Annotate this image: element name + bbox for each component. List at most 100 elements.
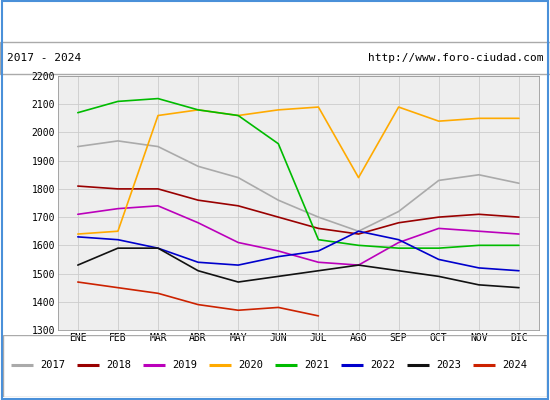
- 2018: [516, 215, 522, 220]
- Text: 2020: 2020: [238, 360, 263, 370]
- 2018: [235, 204, 241, 208]
- 2018: [315, 226, 322, 231]
- 2020: [275, 108, 282, 112]
- 2022: [195, 260, 201, 265]
- 2023: [315, 268, 322, 273]
- 2017: [114, 138, 121, 143]
- 2021: [516, 243, 522, 248]
- 2020: [114, 229, 121, 234]
- 2017: [275, 198, 282, 202]
- 2023: [516, 285, 522, 290]
- 2020: [355, 175, 362, 180]
- 2022: [155, 246, 161, 250]
- Line: 2018: 2018: [78, 186, 519, 234]
- 2017: [516, 181, 522, 186]
- Text: 2017 - 2024: 2017 - 2024: [7, 53, 81, 63]
- 2019: [395, 240, 402, 245]
- Text: 2024: 2024: [502, 360, 527, 370]
- Text: Evolucion del paro registrado en Tomares: Evolucion del paro registrado en Tomares: [107, 16, 443, 30]
- Line: 2023: 2023: [78, 248, 519, 288]
- 2017: [235, 175, 241, 180]
- 2019: [235, 240, 241, 245]
- 2019: [155, 204, 161, 208]
- 2022: [114, 237, 121, 242]
- 2017: [476, 172, 482, 177]
- 2020: [395, 105, 402, 110]
- Line: 2017: 2017: [78, 141, 519, 231]
- Text: 2021: 2021: [304, 360, 329, 370]
- Line: 2022: 2022: [78, 231, 519, 271]
- 2022: [275, 254, 282, 259]
- Text: 2023: 2023: [436, 360, 461, 370]
- 2017: [195, 164, 201, 169]
- 2020: [315, 105, 322, 110]
- 2022: [436, 257, 442, 262]
- 2023: [114, 246, 121, 250]
- 2018: [275, 215, 282, 220]
- 2023: [195, 268, 201, 273]
- 2024: [155, 291, 161, 296]
- 2023: [476, 282, 482, 287]
- 2017: [436, 178, 442, 183]
- Text: 2017: 2017: [40, 360, 65, 370]
- 2021: [195, 108, 201, 112]
- 2019: [476, 229, 482, 234]
- Text: 2022: 2022: [370, 360, 395, 370]
- 2019: [195, 220, 201, 225]
- 2023: [74, 263, 81, 268]
- 2021: [114, 99, 121, 104]
- 2019: [436, 226, 442, 231]
- 2023: [155, 246, 161, 250]
- 2022: [74, 234, 81, 239]
- 2023: [355, 263, 362, 268]
- 2021: [74, 110, 81, 115]
- 2018: [155, 186, 161, 191]
- 2018: [74, 184, 81, 188]
- 2019: [355, 263, 362, 268]
- 2019: [516, 232, 522, 236]
- Line: 2021: 2021: [78, 98, 519, 248]
- 2021: [476, 243, 482, 248]
- 2020: [195, 108, 201, 112]
- 2017: [74, 144, 81, 149]
- 2021: [235, 113, 241, 118]
- 2018: [355, 232, 362, 236]
- 2020: [516, 116, 522, 121]
- 2021: [315, 237, 322, 242]
- 2024: [114, 285, 121, 290]
- 2017: [155, 144, 161, 149]
- 2018: [195, 198, 201, 202]
- Text: 2019: 2019: [172, 360, 197, 370]
- 2020: [476, 116, 482, 121]
- 2024: [195, 302, 201, 307]
- 2019: [114, 206, 121, 211]
- 2017: [395, 209, 402, 214]
- Text: 2018: 2018: [106, 360, 131, 370]
- 2019: [315, 260, 322, 265]
- 2019: [275, 248, 282, 253]
- 2021: [355, 243, 362, 248]
- 2022: [516, 268, 522, 273]
- 2018: [436, 215, 442, 220]
- 2023: [395, 268, 402, 273]
- 2017: [355, 229, 362, 234]
- Line: 2024: 2024: [78, 282, 318, 316]
- 2018: [395, 220, 402, 225]
- 2021: [155, 96, 161, 101]
- Text: http://www.foro-ciudad.com: http://www.foro-ciudad.com: [368, 53, 543, 63]
- 2021: [436, 246, 442, 250]
- 2019: [74, 212, 81, 217]
- 2024: [275, 305, 282, 310]
- 2022: [395, 237, 402, 242]
- 2017: [315, 215, 322, 220]
- 2021: [395, 246, 402, 250]
- 2018: [476, 212, 482, 217]
- 2024: [315, 314, 322, 318]
- 2024: [74, 280, 81, 284]
- 2020: [155, 113, 161, 118]
- Line: 2020: 2020: [78, 107, 519, 234]
- 2022: [355, 229, 362, 234]
- 2020: [235, 113, 241, 118]
- 2024: [235, 308, 241, 313]
- Line: 2019: 2019: [78, 206, 519, 265]
